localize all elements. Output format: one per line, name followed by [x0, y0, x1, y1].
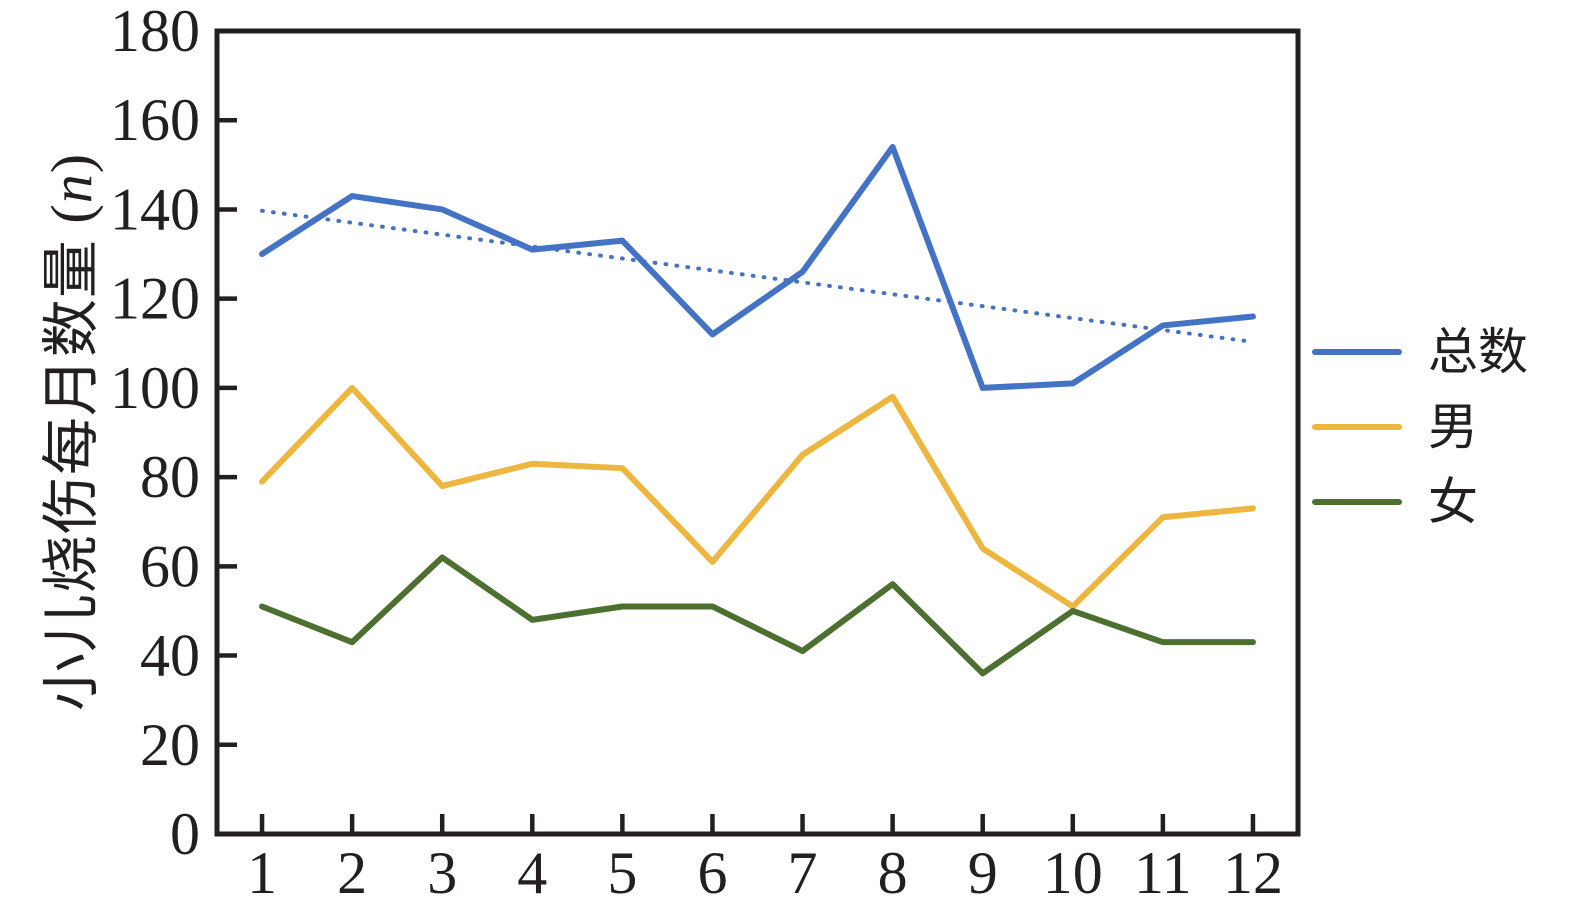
- legend-swatch-total-line: [1312, 348, 1402, 355]
- x-tick-label: 7: [788, 840, 818, 906]
- y-tick-label: 80: [140, 444, 200, 510]
- y-tick-label: 120: [110, 266, 200, 332]
- legend-swatch-female-line: [1312, 498, 1402, 505]
- x-tick-label: 11: [1134, 840, 1192, 906]
- y-axis-title: 小儿烧伤每月数量 (n): [39, 153, 104, 711]
- legend-item-male: 男: [1312, 389, 1528, 464]
- y-axis-title-close: ): [39, 152, 104, 174]
- y-tick-label: 40: [140, 623, 200, 689]
- y-axis-title-text: 小儿烧伤每月数量 (: [39, 203, 104, 712]
- legend-swatch-male-line: [1312, 423, 1402, 430]
- legend-label-total: 总数: [1428, 323, 1528, 380]
- x-tick-label: 9: [968, 840, 998, 906]
- trendline-total-dotted: [260, 208, 1255, 344]
- x-tick-label: 3: [427, 840, 457, 906]
- legend: 总数 男 女: [1312, 314, 1528, 539]
- y-tick-label: 180: [110, 0, 200, 64]
- x-tick-label: 8: [878, 840, 908, 906]
- legend-label-female: 女: [1428, 473, 1478, 530]
- y-tick-label: 20: [140, 712, 200, 778]
- plot-frame: [214, 28, 1301, 837]
- series-line-total: [259, 143, 1256, 391]
- y-tick-label: 60: [140, 533, 200, 599]
- legend-label-male: 男: [1428, 398, 1478, 455]
- y-tick-label: 0: [170, 801, 200, 867]
- x-tick-label: 5: [607, 840, 637, 906]
- x-tick-label: 12: [1223, 840, 1283, 906]
- y-tick-label: 140: [110, 176, 200, 242]
- x-tick-label: 10: [1043, 840, 1103, 906]
- series-line-female: [259, 554, 1256, 677]
- y-axis-title-variable: n: [39, 173, 104, 204]
- y-tick-label: 100: [110, 355, 200, 421]
- series-line-male: [259, 384, 1256, 610]
- legend-item-total: 总数: [1312, 314, 1528, 389]
- x-tick-label: 2: [337, 840, 367, 906]
- x-tick-label: 1: [247, 840, 277, 906]
- y-tick-label: 160: [110, 87, 200, 153]
- legend-item-female: 女: [1312, 464, 1528, 539]
- x-tick-label: 6: [697, 840, 727, 906]
- x-tick-label: 4: [517, 840, 547, 906]
